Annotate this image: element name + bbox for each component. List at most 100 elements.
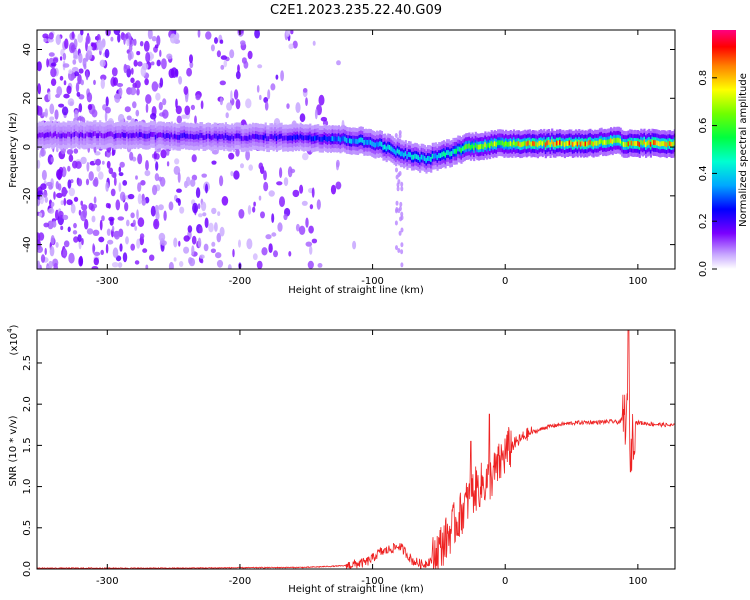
ridge-cell bbox=[70, 133, 73, 139]
ridge-cell bbox=[275, 136, 278, 141]
ridge-cell bbox=[124, 133, 127, 138]
noise-cell bbox=[62, 63, 70, 68]
ridge-cell bbox=[126, 131, 129, 137]
ridge-cell bbox=[175, 134, 178, 140]
noise-cell bbox=[49, 246, 55, 257]
ridge-cell bbox=[232, 136, 235, 141]
ridge-cell bbox=[511, 142, 514, 147]
noise-cell bbox=[122, 252, 128, 263]
noise-cell bbox=[68, 69, 73, 75]
ridge-cell bbox=[673, 140, 675, 146]
noise-cell bbox=[183, 86, 189, 95]
ridge-cell bbox=[468, 143, 471, 149]
noise-cell bbox=[216, 50, 221, 58]
ridge-cell bbox=[213, 133, 216, 139]
noise-cell bbox=[211, 241, 216, 247]
noise-cell bbox=[230, 90, 233, 101]
ridge-cell bbox=[81, 132, 84, 138]
noise-cell bbox=[63, 240, 70, 248]
noise-cell bbox=[149, 254, 155, 261]
noise-cell bbox=[235, 71, 241, 80]
noise-cell bbox=[56, 169, 63, 180]
noise-cell bbox=[43, 222, 50, 228]
noise-cell bbox=[400, 215, 404, 221]
noise-cell bbox=[175, 105, 182, 115]
ridge-cell bbox=[503, 142, 506, 147]
noise-cell bbox=[179, 261, 184, 267]
noise-cell bbox=[301, 200, 308, 206]
noise-cell bbox=[118, 87, 123, 97]
noise-cell bbox=[61, 106, 69, 116]
noise-cell bbox=[195, 94, 201, 101]
ridge-cell bbox=[540, 140, 543, 145]
ridge-cell bbox=[632, 141, 635, 146]
ridge-cell bbox=[350, 138, 353, 144]
noise-cell bbox=[37, 232, 41, 243]
ridge-cell bbox=[509, 141, 512, 146]
ridge-cell bbox=[156, 133, 159, 139]
noise-cell bbox=[268, 190, 275, 197]
ridge-cell bbox=[619, 138, 622, 144]
noise-cell bbox=[107, 239, 114, 245]
ridge-cell bbox=[595, 140, 598, 146]
ridge-cell bbox=[356, 139, 360, 145]
ridge-cell bbox=[399, 151, 403, 157]
noise-cell bbox=[71, 31, 75, 39]
noise-cell bbox=[100, 249, 104, 255]
ridge-cell bbox=[59, 133, 62, 139]
colorbar-tick-label: 0.6 bbox=[698, 118, 709, 134]
ridge-cell bbox=[167, 133, 170, 138]
ridge-cell bbox=[169, 134, 172, 140]
noise-cell bbox=[68, 154, 74, 162]
ridge-cell bbox=[450, 151, 453, 156]
ridge-cell bbox=[310, 136, 313, 142]
noise-cell bbox=[72, 230, 78, 235]
ridge-cell bbox=[543, 139, 546, 145]
noise-cell bbox=[238, 30, 244, 35]
ridge-cell bbox=[301, 134, 304, 140]
noise-cell bbox=[122, 180, 128, 186]
noise-cell bbox=[40, 254, 46, 263]
noise-cell bbox=[42, 190, 48, 198]
noise-cell bbox=[191, 245, 195, 256]
ridge-cell bbox=[495, 142, 498, 147]
ridge-cell bbox=[105, 132, 108, 138]
ridge-cell bbox=[490, 141, 493, 146]
ridge-cell bbox=[75, 131, 78, 136]
ridge-cell bbox=[404, 151, 407, 156]
ridge-cell bbox=[551, 139, 554, 145]
noise-cell bbox=[151, 36, 157, 42]
ridge-cell bbox=[406, 154, 409, 159]
noise-cell bbox=[63, 93, 70, 99]
spectrogram-heatmap bbox=[37, 30, 675, 269]
noise-cell bbox=[130, 77, 135, 84]
ridge-cell bbox=[614, 138, 617, 143]
noise-cell bbox=[67, 226, 71, 233]
y-tick-label: -20 bbox=[22, 188, 33, 204]
noise-cell bbox=[295, 102, 301, 114]
ridge-cell bbox=[321, 136, 325, 142]
noise-cell bbox=[150, 53, 155, 60]
ridge-cell bbox=[118, 132, 121, 138]
noise-cell bbox=[136, 238, 141, 249]
noise-cell bbox=[302, 152, 309, 161]
ridge-cell bbox=[613, 137, 616, 143]
noise-cell bbox=[78, 52, 83, 64]
noise-cell bbox=[183, 235, 190, 242]
colorbar: 0.0 0.2 0.4 0.6 0.8 Normalized spectral ampl… bbox=[698, 30, 749, 277]
ridge-cell bbox=[665, 142, 668, 148]
snr-multiplier-base: (x10 bbox=[9, 333, 20, 356]
ridge-cell bbox=[331, 136, 334, 141]
noise-cell bbox=[155, 204, 159, 212]
noise-cell bbox=[265, 234, 272, 240]
ridge-cell bbox=[113, 134, 116, 139]
ridge-cell bbox=[506, 142, 509, 147]
noise-cell bbox=[98, 236, 105, 243]
noise-cell bbox=[60, 225, 64, 231]
noise-cell bbox=[78, 68, 84, 74]
noise-cell bbox=[49, 103, 55, 115]
ridge-cell bbox=[653, 140, 656, 145]
noise-cell bbox=[38, 212, 43, 218]
noise-cell bbox=[197, 237, 202, 248]
ridge-cell bbox=[286, 135, 290, 141]
